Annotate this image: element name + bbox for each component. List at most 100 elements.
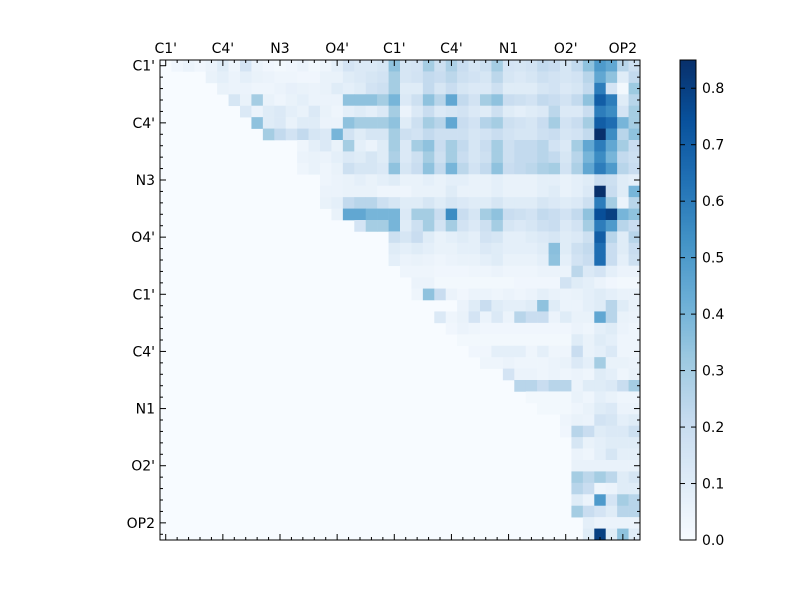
heatmap-cell [514, 128, 527, 141]
heatmap-cell [400, 185, 412, 198]
heatmap-cell [582, 162, 595, 175]
heatmap-cell [617, 254, 629, 267]
heatmap-cell [571, 140, 584, 152]
heatmap-cell [594, 185, 607, 198]
colorbar-gradient-step [680, 501, 696, 505]
heatmap-cell [514, 162, 527, 175]
colorbar-gradient-step [680, 264, 696, 268]
heatmap-cell [422, 151, 435, 164]
heatmap-cell [354, 82, 367, 95]
heatmap-cell [491, 151, 504, 164]
heatmap-cell [537, 197, 549, 209]
heatmap-cell [582, 345, 595, 358]
heatmap-cell [400, 162, 412, 175]
heatmap-cell [582, 322, 595, 335]
heatmap-cell [445, 140, 458, 152]
colorbar-tick-label: 0.2 [702, 420, 724, 436]
colorbar-gradient-step [680, 279, 696, 283]
heatmap-cell [582, 242, 595, 255]
colorbar-gradient-step [680, 129, 696, 133]
heatmap-cell [582, 517, 595, 529]
heatmap-cell [354, 128, 367, 141]
heatmap-cell [560, 185, 572, 198]
heatmap-cell [262, 105, 275, 118]
heatmap-cell [537, 368, 549, 381]
heatmap-cell [514, 105, 527, 118]
heatmap-cell [514, 380, 527, 392]
heatmap-cell [308, 105, 321, 118]
heatmap-cell [434, 277, 447, 289]
heatmap-cell [628, 334, 641, 347]
heatmap-cell [285, 105, 298, 118]
heatmap-cell [240, 94, 252, 107]
heatmap-cell [525, 208, 538, 221]
colorbar-gradient-step [680, 231, 696, 235]
heatmap-cell [537, 345, 549, 358]
colorbar-gradient-step [680, 207, 696, 211]
heatmap-cell [297, 162, 309, 175]
heatmap-cell [525, 105, 538, 118]
heatmap-cell [354, 94, 367, 107]
heatmap-cell [548, 391, 561, 404]
heatmap-cell [217, 71, 229, 84]
heatmap-cell [274, 117, 287, 129]
heatmap-cell [480, 277, 492, 289]
heatmap-cell [514, 231, 527, 244]
heatmap-cell [514, 208, 527, 221]
colorbar-gradient-step [680, 75, 696, 79]
heatmap-cell [594, 140, 607, 152]
heatmap-cell [388, 105, 401, 118]
heatmap-cell [251, 60, 264, 72]
heatmap-cell [537, 357, 549, 369]
heatmap-cell [525, 368, 538, 381]
colorbar-gradient-step [680, 159, 696, 163]
colorbar-gradient-step [680, 498, 696, 502]
colorbar-gradient-step [680, 285, 696, 289]
heatmap-cell [354, 140, 367, 152]
heatmap-cell [400, 94, 412, 107]
heatmap-cell [308, 151, 321, 164]
heatmap-cell [297, 140, 309, 152]
colorbar-gradient-step [680, 252, 696, 256]
heatmap-cell [388, 162, 401, 175]
heatmap-cell [605, 482, 618, 495]
colorbar-gradient-step [680, 177, 696, 181]
heatmap-cell [342, 151, 355, 164]
heatmap-cell [400, 242, 412, 255]
heatmap-cell [525, 380, 538, 392]
heatmap-cell [617, 448, 629, 461]
heatmap-cell [320, 128, 332, 141]
heatmap-cell [548, 322, 561, 335]
colorbar-gradient-step [680, 234, 696, 238]
heatmap-cell [628, 311, 641, 324]
heatmap-cell [491, 60, 504, 72]
heatmap-cell [560, 197, 572, 209]
heatmap-cell [365, 94, 378, 107]
heatmap-cell [228, 94, 241, 107]
heatmap-cell [388, 71, 401, 84]
heatmap-cell [480, 242, 492, 255]
heatmap-cell [502, 288, 515, 301]
heatmap-cell [320, 197, 332, 209]
heatmap-cell [617, 402, 629, 415]
heatmap-cell [560, 402, 572, 415]
heatmap-cell [411, 71, 424, 84]
heatmap-cell [411, 162, 424, 175]
heatmap-cell [582, 494, 595, 507]
heatmap-cell [285, 117, 298, 129]
heatmap-cell [491, 162, 504, 175]
heatmap-cell [502, 357, 515, 369]
heatmap-cell [571, 231, 584, 244]
heatmap-cell [617, 231, 629, 244]
heatmap-cell [491, 265, 504, 278]
heatmap-cell [537, 277, 549, 289]
heatmap-cell [434, 128, 447, 141]
heatmap-cell [400, 82, 412, 95]
heatmap-cell [320, 82, 332, 95]
heatmap-cell [617, 128, 629, 141]
colorbar-gradient-step [680, 459, 696, 463]
heatmap-cell [605, 414, 618, 427]
colorbar-gradient-step [680, 60, 696, 64]
heatmap-cell [422, 174, 435, 187]
heatmap-cell [582, 402, 595, 415]
